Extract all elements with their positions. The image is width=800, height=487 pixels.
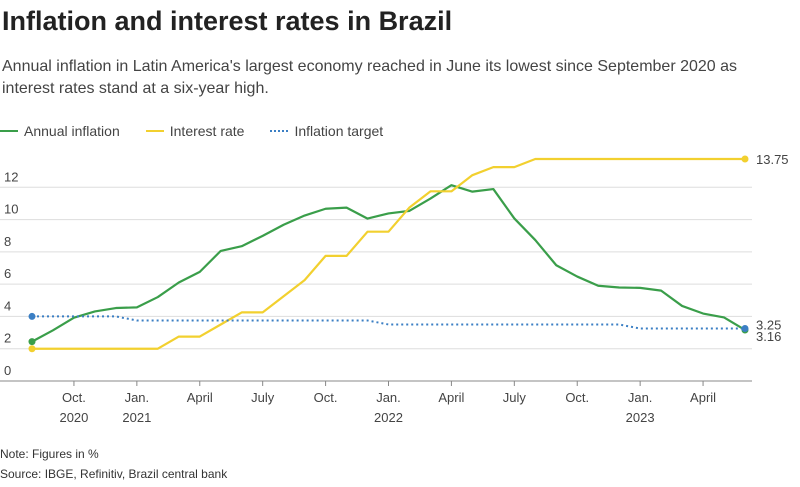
title: Inflation and interest rates in Brazil [2,6,453,36]
value-label: 3.25 [756,318,781,333]
note: Note: Figures in % [0,447,99,461]
value-label: 13.75 [756,152,789,167]
y-tick-label: 2 [4,331,11,346]
x-tick-label: Oct. [314,390,338,405]
x-tick-label: April [187,390,213,405]
x-tick-label: Jan. [125,390,150,405]
x-tick-label: Jan. [376,390,401,405]
x-tick-label: 2020 [59,410,88,425]
x-tick-label: 2022 [374,410,403,425]
legend-item: Interest rate [145,123,245,139]
legend-swatch [145,130,164,132]
y-tick-label: 0 [4,363,11,378]
legend-label: Interest rate [169,123,245,139]
point [28,338,36,346]
x-tick-label: Jan. [628,390,653,405]
x-tick-label: July [251,390,275,405]
legend-item: Annual inflation [0,123,120,139]
legend-item: Inflation target [270,123,383,139]
x-tick-label: April [438,390,464,405]
y-tick-label: 4 [4,298,11,313]
x-tick-label: April [690,390,716,405]
y-tick-label: 8 [4,234,11,249]
series-line [32,315,745,330]
point [741,325,749,333]
y-tick-label: 12 [4,169,18,184]
x-tick-label: 2021 [122,410,151,425]
series-line [31,184,746,343]
series-line [32,157,745,350]
point [28,345,36,353]
subtitle: Annual inflation in Latin America's larg… [2,58,738,97]
point [28,312,36,320]
point [741,155,749,163]
y-tick-label: 6 [4,266,11,281]
legend-swatch [270,130,289,132]
source: Source: IBGE, Refinitiv, Brazil central … [0,467,228,481]
x-tick-label: Oct. [62,390,86,405]
x-tick-label: 2023 [626,410,655,425]
value-label: 3.16 [756,329,781,344]
legend-label: Inflation target [294,123,384,139]
legend-label: Annual inflation [24,123,120,139]
legend-swatch [0,130,18,132]
x-tick-label: July [503,390,527,405]
legend: Annual inflation Interest rate Inflation t… [0,123,383,139]
y-tick-label: 10 [4,202,18,217]
x-tick-label: Oct. [565,390,589,405]
